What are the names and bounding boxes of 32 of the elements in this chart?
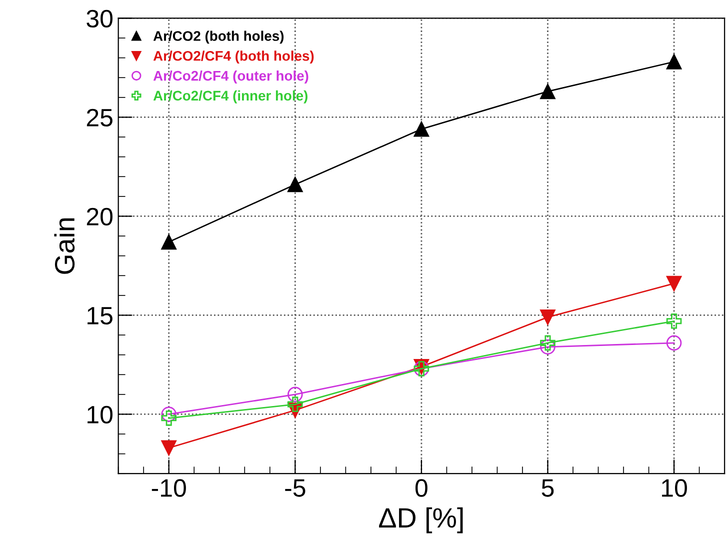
x-tick-label: 0	[415, 479, 428, 497]
y-tick-label: 30	[86, 10, 112, 28]
x-tick-label: -10	[152, 479, 186, 497]
point	[666, 54, 682, 70]
point	[666, 335, 682, 351]
point	[414, 121, 430, 137]
x-tick-label: 10	[662, 479, 687, 497]
point	[161, 440, 176, 456]
point	[288, 396, 303, 412]
x-tick-label: -5	[285, 479, 306, 497]
legend-label: Ar/Co2/CF4 (outer hole)	[153, 70, 308, 84]
x-tick-label: 5	[542, 479, 554, 497]
point	[161, 410, 176, 426]
y-tick-label: 20	[86, 208, 112, 226]
point	[666, 314, 682, 329]
legend-label: Ar/Co2/CF4 (inner hole)	[153, 90, 308, 104]
point	[161, 234, 176, 250]
legend-label: Ar/CO2 (both holes)	[153, 30, 284, 44]
point	[288, 386, 303, 402]
y-tick-label: 10	[88, 406, 112, 424]
point	[161, 406, 176, 422]
y-tick-label: 25	[86, 108, 112, 127]
point	[540, 310, 556, 325]
point	[540, 84, 556, 100]
legend-label: Ar/CO2/CF4 (both holes)	[153, 50, 314, 64]
point	[288, 176, 303, 192]
y-tick-label: 15	[88, 307, 112, 325]
point	[540, 335, 556, 351]
x-axis-title: ΔD [%]	[379, 507, 463, 534]
point	[666, 276, 682, 292]
point	[540, 339, 556, 355]
y-axis-title: Gain	[54, 218, 75, 274]
